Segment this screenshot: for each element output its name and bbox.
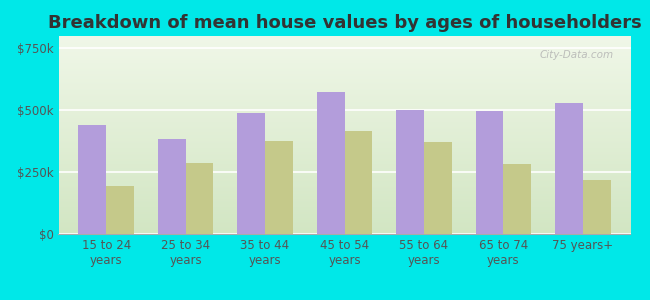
- Bar: [158, 139, 186, 234]
- Bar: [503, 164, 531, 234]
- Bar: [583, 180, 610, 234]
- Bar: [317, 92, 345, 234]
- Text: City-Data.com: City-Data.com: [540, 50, 614, 60]
- Title: Breakdown of mean house values by ages of householders: Breakdown of mean house values by ages o…: [47, 14, 642, 32]
- Bar: [265, 141, 293, 234]
- Bar: [79, 125, 106, 234]
- Bar: [396, 110, 424, 234]
- Bar: [344, 131, 372, 234]
- Bar: [476, 111, 503, 234]
- Bar: [237, 113, 265, 234]
- Bar: [555, 103, 583, 234]
- Bar: [424, 142, 452, 234]
- Bar: [106, 186, 134, 234]
- Bar: [186, 164, 213, 234]
